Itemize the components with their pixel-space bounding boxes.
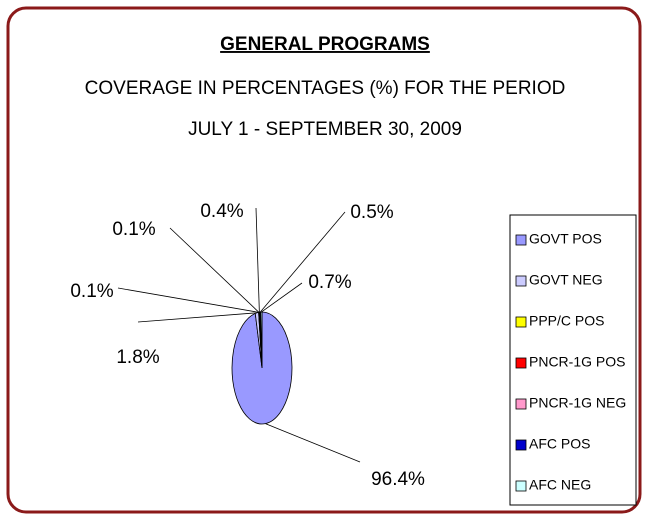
chart-subtitle: COVERAGE IN PERCENTAGES (%) FOR THE PERI… xyxy=(85,78,566,99)
leader-line xyxy=(259,211,346,313)
data-label: 0.1% xyxy=(112,219,155,240)
data-label: 96.4% xyxy=(371,469,425,490)
data-label: 0.1% xyxy=(70,281,113,302)
data-label: 0.4% xyxy=(200,201,243,222)
legend-label: GOVT POS xyxy=(529,231,602,247)
legend-box xyxy=(509,214,637,506)
legend-swatch xyxy=(515,439,527,451)
leader-line xyxy=(255,207,260,313)
legend-label: PNCR-1G NEG xyxy=(529,395,626,411)
leader-line xyxy=(265,423,361,463)
legend-swatch xyxy=(515,480,527,492)
data-label: 0.7% xyxy=(308,272,351,293)
legend-swatch xyxy=(515,357,527,369)
legend-swatch xyxy=(515,316,527,328)
legend-label: PNCR-1G POS xyxy=(529,354,625,370)
leader-line xyxy=(169,227,260,313)
frame xyxy=(6,6,642,514)
chart-title: GENERAL PROGRAMS xyxy=(220,34,430,55)
data-label: 1.8% xyxy=(116,347,159,368)
leader-line xyxy=(137,312,257,323)
leader-line xyxy=(117,287,259,313)
pie-slice xyxy=(231,311,293,425)
legend-swatch xyxy=(515,398,527,410)
legend-label: AFC NEG xyxy=(529,477,591,493)
data-label: 0.5% xyxy=(350,202,393,223)
chart-subtitle: JULY 1 - SEPTEMBER 30, 2009 xyxy=(188,119,462,140)
legend-label: PPP/C POS xyxy=(529,313,604,329)
legend-swatch xyxy=(515,234,527,246)
leader-line xyxy=(261,282,303,313)
legend-label: GOVT NEG xyxy=(529,272,603,288)
legend-swatch xyxy=(515,275,527,287)
legend-label: AFC POS xyxy=(529,436,590,452)
